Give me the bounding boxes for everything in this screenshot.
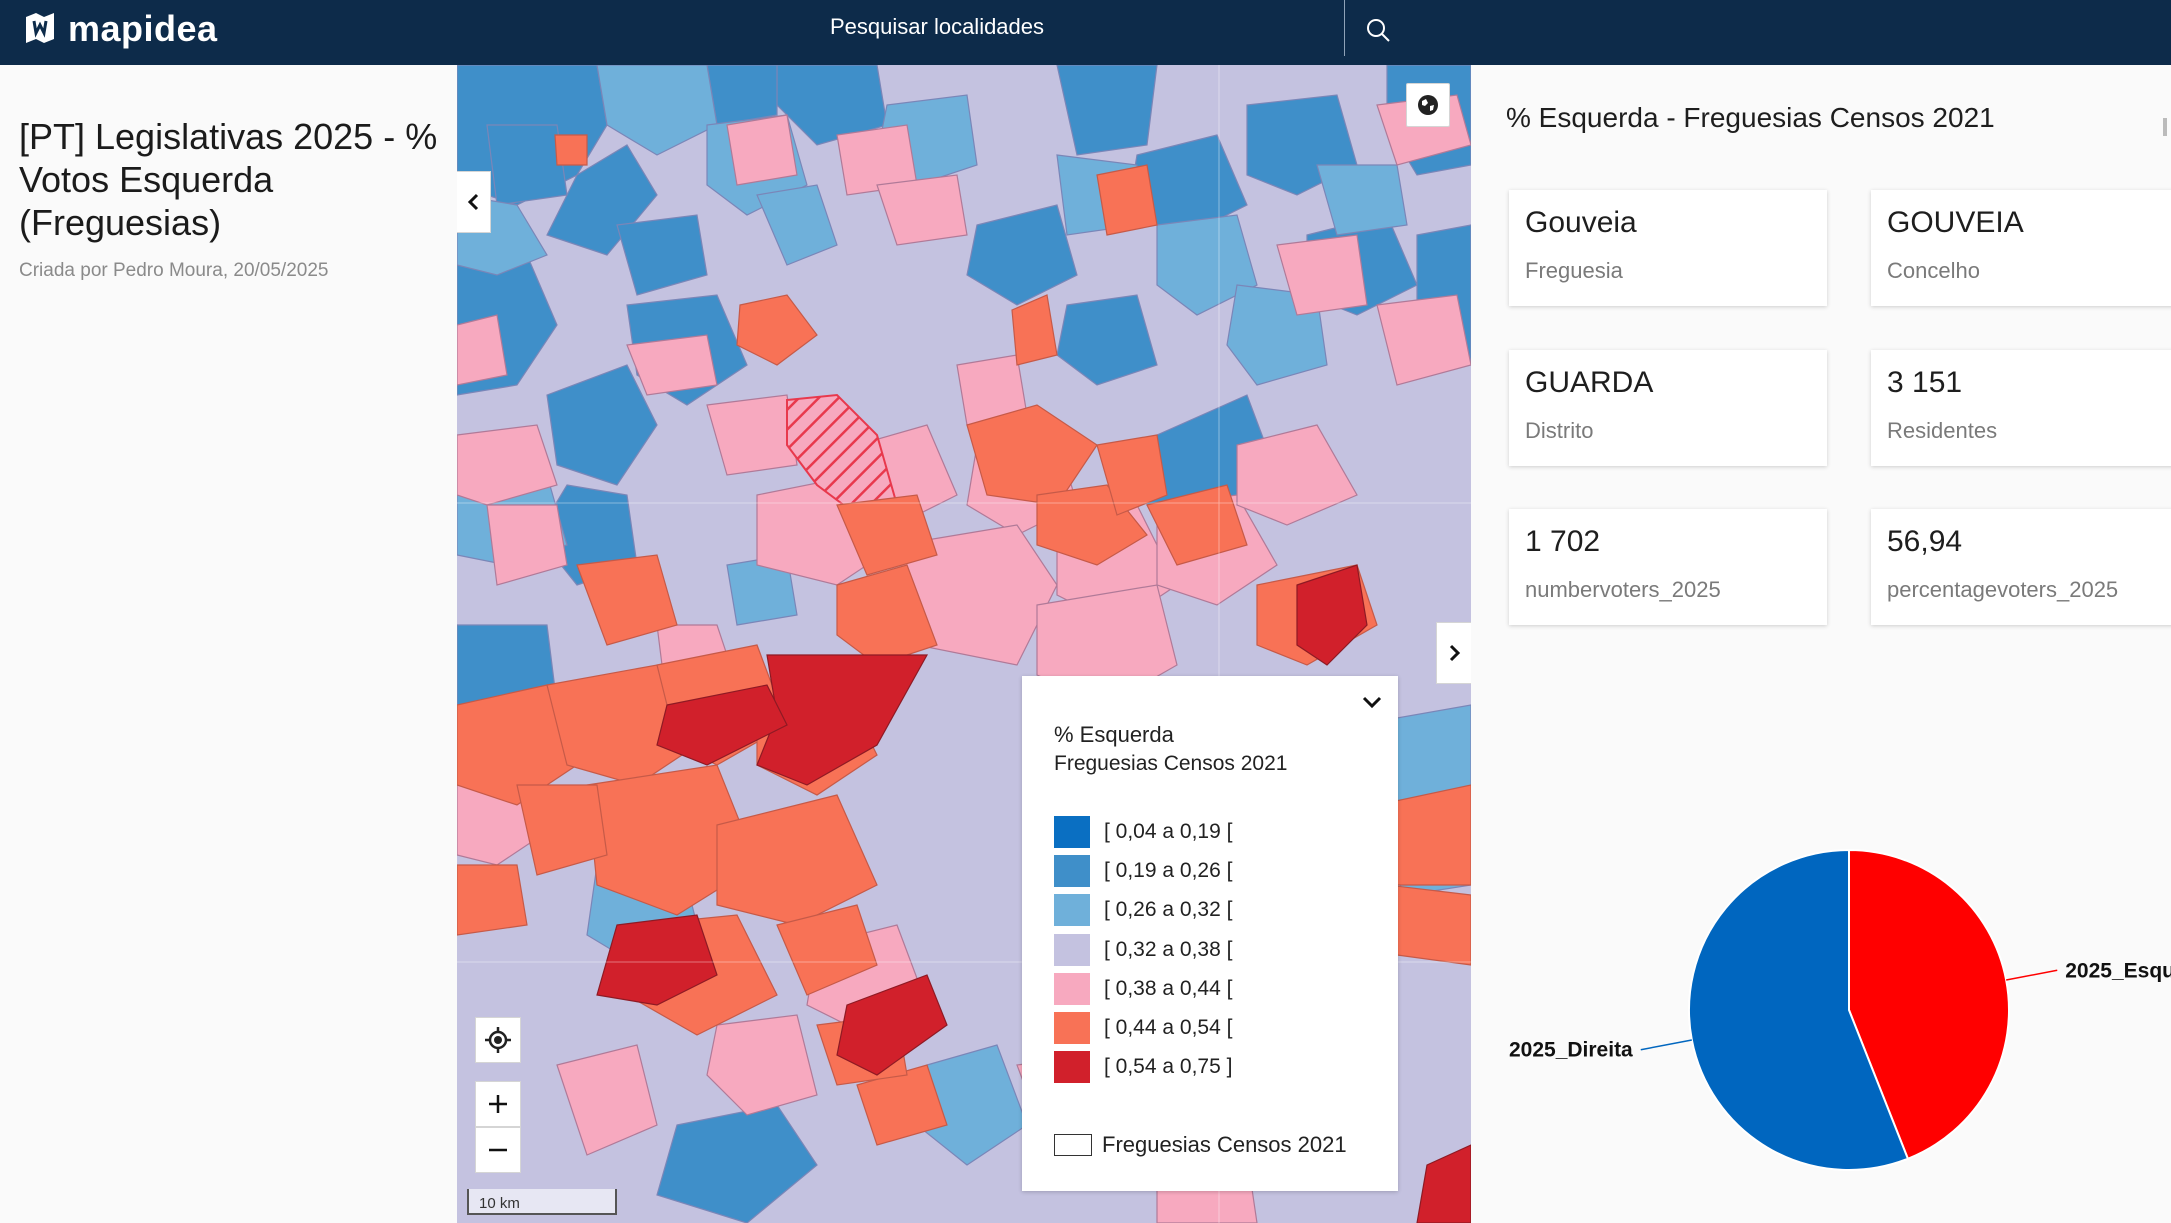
legend-subtitle: Freguesias Censos 2021 xyxy=(1054,752,1288,775)
info-card: 3 151 Residentes xyxy=(1871,350,2171,466)
map-title: [PT] Legislativas 2025 - % Votos Esquerd… xyxy=(19,116,438,243)
collapse-left-panel-button[interactable] xyxy=(457,171,491,233)
legend-item: [ 0,38 a 0,44 [ xyxy=(1054,973,1232,1005)
brand-logo[interactable]: mapidea xyxy=(22,8,218,50)
top-bar: mapidea Pesquisar localidades xyxy=(0,0,2171,65)
card-label: Residentes xyxy=(1887,418,1998,443)
info-card: 1 702 numbervoters_2025 xyxy=(1509,509,1827,625)
card-label: Freguesia xyxy=(1525,258,1623,283)
brand-name: mapidea xyxy=(68,8,218,49)
card-label: percentagevoters_2025 xyxy=(1887,577,2119,602)
pie-label: 2025_Direita xyxy=(1509,1039,1633,1062)
legend-swatch xyxy=(1054,1012,1090,1044)
legend-item: [ 0,32 a 0,38 [ xyxy=(1054,934,1232,966)
legend-item: [ 0,04 a 0,19 [ xyxy=(1054,816,1232,848)
zoom-in-button[interactable] xyxy=(475,1081,521,1127)
basemap-button[interactable] xyxy=(1406,83,1450,127)
info-card: GUARDA Distrito xyxy=(1509,350,1827,466)
legend-label: [ 0,04 a 0,19 [ xyxy=(1104,820,1233,843)
scrollbar[interactable] xyxy=(2163,118,2167,136)
map-author: Criada por Pedro Moura, 20/05/2025 xyxy=(19,260,329,281)
legend-label: [ 0,32 a 0,38 [ xyxy=(1104,938,1233,961)
logo-icon xyxy=(26,13,54,43)
legend-swatch xyxy=(1054,816,1090,848)
legend-label: [ 0,54 a 0,75 ] xyxy=(1104,1055,1233,1078)
pie-slice[interactable] xyxy=(1848,848,2010,1161)
map-info-panel: [PT] Legislativas 2025 - % Votos Esquerd… xyxy=(0,65,457,1223)
zoom-out-button[interactable] xyxy=(475,1127,521,1173)
search-divider xyxy=(1344,0,1345,56)
legend-label: [ 0,19 a 0,26 [ xyxy=(1104,859,1233,882)
legend-label: [ 0,44 a 0,54 [ xyxy=(1104,1016,1233,1039)
card-value: 1 702 xyxy=(1525,525,1601,558)
chevron-left-icon xyxy=(467,193,478,211)
pie-label: 2025_Esqu xyxy=(2065,959,2171,982)
choropleth-map[interactable] xyxy=(457,65,1471,1223)
info-card: GOUVEIA Concelho xyxy=(1871,190,2171,306)
legend-swatch xyxy=(1054,855,1090,887)
locate-button[interactable] xyxy=(475,1017,521,1063)
card-label: Concelho xyxy=(1887,258,1980,283)
scale-bar: 10 km xyxy=(467,1189,617,1215)
minus-icon xyxy=(489,1148,507,1152)
chevron-down-icon xyxy=(1362,696,1382,709)
legend-layer-item: Freguesias Censos 2021 xyxy=(1054,1132,1347,1158)
legend-label: [ 0,38 a 0,44 [ xyxy=(1104,977,1233,1000)
card-value: 56,94 xyxy=(1887,525,1963,558)
pie-chart: 2025_Esqu 2025_Direita xyxy=(1509,848,2171,1171)
legend-item: [ 0,44 a 0,54 [ xyxy=(1054,1012,1232,1044)
card-value: GOUVEIA xyxy=(1887,206,2024,239)
collapse-right-panel-button[interactable] xyxy=(1436,622,1471,684)
legend-item: [ 0,54 a 0,75 ] xyxy=(1054,1051,1232,1083)
legend-label: [ 0,26 a 0,32 [ xyxy=(1104,898,1233,921)
legend-swatch xyxy=(1054,973,1090,1005)
legend-swatch xyxy=(1054,934,1090,966)
card-value: 3 151 xyxy=(1887,366,1963,399)
plus-icon xyxy=(489,1095,507,1113)
pie-label-leader xyxy=(2006,969,2058,981)
card-value: Gouveia xyxy=(1525,206,1637,239)
crosshair-icon xyxy=(485,1027,511,1053)
card-value: GUARDA xyxy=(1525,366,1654,399)
legend-title: % Esquerda xyxy=(1054,722,1174,747)
chevron-right-icon xyxy=(1449,644,1461,662)
legend-item: [ 0,26 a 0,32 [ xyxy=(1054,894,1232,926)
card-label: Distrito xyxy=(1525,418,1594,443)
globe-icon xyxy=(1418,95,1438,115)
details-panel: % Esquerda - Freguesias Censos 2021 Gouv… xyxy=(1471,82,2171,1223)
legend-swatch xyxy=(1054,894,1090,926)
pie-label-leader xyxy=(1640,1039,1692,1051)
legend-layer-label: Freguesias Censos 2021 xyxy=(1102,1132,1347,1157)
card-label: numbervoters_2025 xyxy=(1525,577,1721,602)
legend-collapse-button[interactable] xyxy=(1356,686,1388,718)
legend-layer-swatch xyxy=(1054,1134,1092,1156)
map-legend: % Esquerda Freguesias Censos 2021 [ 0,04… xyxy=(1022,676,1398,1191)
legend-swatch xyxy=(1054,1051,1090,1083)
map-canvas[interactable]: 10 km xyxy=(457,65,1471,1223)
info-card: 56,94 percentagevoters_2025 xyxy=(1871,509,2171,625)
info-card: Gouveia Freguesia xyxy=(1509,190,1827,306)
search-icon xyxy=(1367,19,1390,42)
details-title: % Esquerda - Freguesias Censos 2021 xyxy=(1506,102,1995,133)
search-button[interactable] xyxy=(1358,12,1398,48)
search-input[interactable]: Pesquisar localidades xyxy=(830,14,1045,39)
legend-item: [ 0,19 a 0,26 [ xyxy=(1054,855,1232,887)
